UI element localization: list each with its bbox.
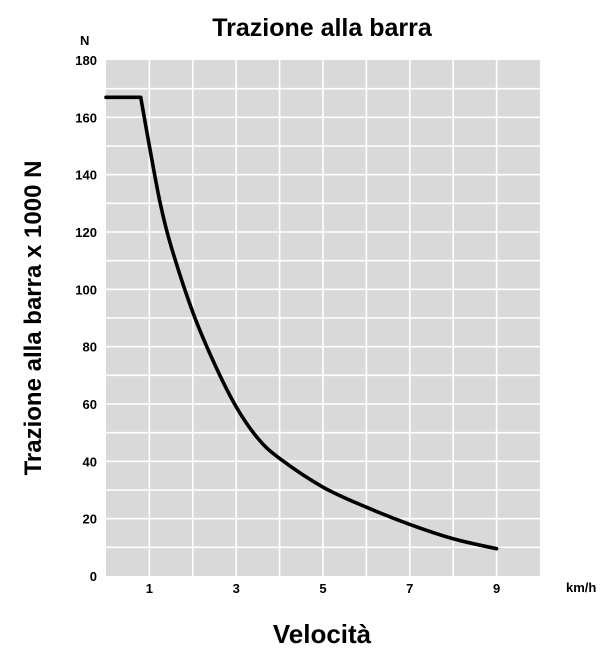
y-tick-label: 80	[83, 340, 97, 355]
x-tick-labels: 1 3 5 7 9	[146, 581, 500, 596]
grid-lines	[106, 60, 540, 576]
chart-title: Trazione alla barra	[212, 14, 433, 42]
y-axis-label: Trazione alla barra x 1000 N	[20, 161, 47, 476]
y-unit-label: N	[80, 33, 89, 48]
y-tick-label: 60	[83, 397, 97, 412]
x-tick-label: 7	[406, 581, 413, 596]
y-tick-label: 20	[83, 512, 97, 527]
x-tick-label: 1	[146, 581, 153, 596]
y-tick-labels: 0 20 40 60 80 100 120 140 160 180	[75, 53, 97, 584]
y-tick-label: 140	[75, 168, 97, 183]
x-tick-label: 9	[493, 581, 500, 596]
tractive-force-line	[104, 95, 499, 551]
x-tick-label: 5	[319, 581, 326, 596]
y-tick-label: 40	[83, 454, 97, 469]
y-tick-label: 100	[75, 282, 97, 297]
y-tick-label: 180	[75, 53, 97, 68]
x-axis-label: Velocità	[273, 619, 372, 649]
y-tick-label: 0	[90, 569, 97, 584]
x-unit-label: km/h	[566, 580, 596, 595]
y-tick-label: 160	[75, 110, 97, 125]
x-tick-label: 3	[233, 581, 240, 596]
y-tick-label: 120	[75, 225, 97, 240]
